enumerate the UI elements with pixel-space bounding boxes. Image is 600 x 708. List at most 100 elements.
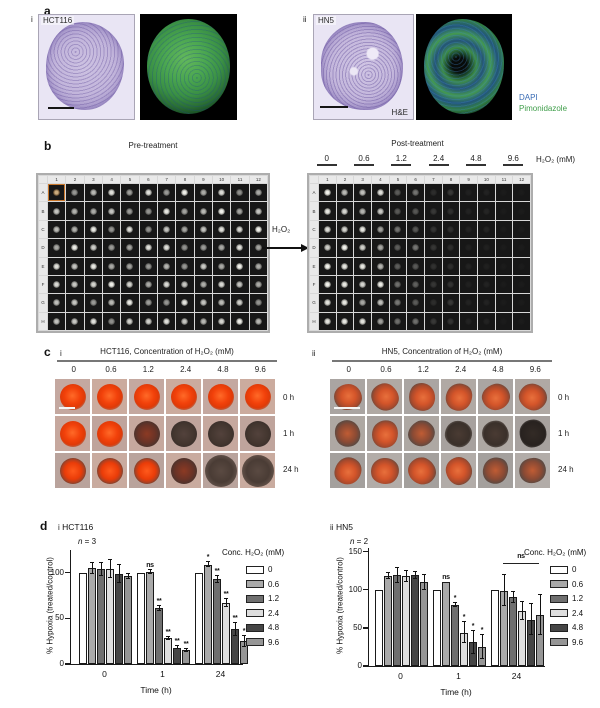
plate-row-label: H bbox=[39, 312, 47, 330]
plate-well bbox=[477, 275, 495, 294]
spheroid-dot bbox=[71, 299, 79, 307]
plate-well bbox=[158, 312, 176, 330]
bar bbox=[411, 575, 419, 666]
spheroid-image bbox=[166, 453, 201, 488]
plate-well bbox=[477, 257, 495, 275]
legend-label: 4.8 bbox=[268, 623, 280, 632]
spheroid-dot bbox=[412, 225, 420, 233]
plate-well bbox=[442, 202, 460, 220]
spheroid bbox=[170, 457, 197, 484]
error-cap bbox=[510, 591, 516, 593]
error-cap bbox=[214, 581, 220, 583]
spheroid-dot bbox=[465, 281, 473, 289]
spheroid-dot bbox=[376, 207, 384, 215]
spheroid-dot bbox=[254, 225, 262, 233]
conc-value: 9.6 bbox=[254, 365, 266, 374]
plate-well bbox=[336, 239, 354, 257]
y-tick bbox=[64, 617, 70, 619]
plate-well bbox=[424, 294, 442, 312]
spheroid-image bbox=[166, 379, 201, 414]
y-tick bbox=[362, 665, 368, 667]
plate-col-label: 6 bbox=[139, 176, 157, 183]
arrow-stem bbox=[262, 246, 301, 250]
legend-swatch bbox=[550, 609, 568, 617]
x-group-label: 0 bbox=[102, 669, 107, 679]
plate-well bbox=[158, 294, 176, 312]
plate-col-label: 8 bbox=[176, 176, 194, 183]
spheroid-dot bbox=[518, 299, 525, 306]
legend-item: 0.6 bbox=[246, 580, 279, 589]
spheroid-dot bbox=[412, 299, 420, 307]
pre-treatment-plate: 1 2 3 4 5 6 7 8 9 10 11 12 A B C D E F G H bbox=[36, 173, 270, 333]
plate-well bbox=[407, 257, 424, 275]
bar bbox=[442, 582, 450, 666]
plate-well bbox=[194, 312, 212, 330]
spheroid-image bbox=[92, 416, 127, 451]
spheroid-dot bbox=[108, 281, 116, 289]
sig-label: * bbox=[462, 613, 466, 621]
spheroid-dot bbox=[394, 189, 402, 197]
scale-bar bbox=[320, 105, 348, 108]
spheroid-dot bbox=[71, 281, 79, 289]
h2o2-unit-label: H₂O₂ (mM) bbox=[536, 155, 576, 164]
spheroid-image bbox=[240, 416, 275, 451]
plate-well bbox=[354, 312, 371, 330]
error-cap bbox=[205, 560, 211, 562]
spheroid-dot bbox=[108, 317, 116, 325]
error-cap bbox=[174, 648, 180, 650]
spheroid-dot bbox=[254, 244, 262, 252]
plate-well bbox=[139, 294, 157, 312]
spheroid-dot bbox=[518, 244, 525, 251]
plate-well bbox=[194, 184, 212, 202]
error-cap bbox=[452, 601, 458, 603]
spheroid-image bbox=[441, 453, 476, 488]
conc-label: 4.8 bbox=[479, 365, 516, 374]
error-cap bbox=[470, 652, 476, 654]
plate-well bbox=[424, 312, 442, 330]
spheroid-dot bbox=[108, 225, 116, 233]
spheroid-dot bbox=[412, 189, 420, 197]
plate-well bbox=[139, 312, 157, 330]
spheroid-image bbox=[441, 416, 476, 451]
plate-well bbox=[407, 312, 424, 330]
post-conc-header: 0 0.6 1.2 2.4 4.8 9.6 bbox=[308, 154, 532, 166]
h2o2-arrow-label: H₂O₂ bbox=[272, 225, 291, 234]
bar bbox=[491, 589, 499, 666]
plate-well bbox=[495, 275, 513, 294]
spheroid-dot bbox=[163, 225, 171, 233]
stain-label: H&E bbox=[391, 108, 408, 117]
spheroid bbox=[96, 457, 123, 484]
spheroid-dot bbox=[108, 244, 116, 252]
plate-well bbox=[460, 202, 477, 220]
plate-well bbox=[213, 312, 231, 330]
conc-label: 9.6 bbox=[495, 154, 532, 166]
sig-label: * bbox=[480, 626, 484, 634]
spheroid-dot bbox=[144, 207, 152, 215]
plate-well bbox=[231, 239, 249, 257]
legend-label: 1.2 bbox=[572, 594, 584, 603]
spheroid-image bbox=[515, 453, 550, 488]
error-bar bbox=[109, 560, 111, 579]
spheroid-dot bbox=[126, 317, 134, 325]
plate-well bbox=[389, 202, 407, 220]
error-cap bbox=[89, 572, 95, 574]
spheroid-dot bbox=[518, 318, 525, 325]
scale-bar bbox=[334, 406, 360, 409]
error-cap bbox=[156, 604, 162, 606]
plate-well bbox=[424, 239, 442, 257]
plate-well bbox=[495, 257, 513, 275]
spheroid-dot bbox=[71, 262, 79, 270]
conc-value: 4.8 bbox=[217, 365, 229, 374]
plate-well bbox=[513, 239, 530, 257]
error-cap bbox=[223, 598, 229, 600]
plate-well bbox=[121, 275, 139, 294]
bar bbox=[173, 647, 181, 664]
plate-well bbox=[48, 184, 66, 202]
plate-row-label: C bbox=[310, 220, 318, 239]
panel-a-i-roman: i bbox=[31, 15, 33, 24]
plate-well bbox=[442, 275, 460, 294]
plate-well bbox=[319, 239, 336, 257]
plate-well bbox=[194, 275, 212, 294]
plate-row-label: B bbox=[310, 202, 318, 220]
error-cap bbox=[537, 633, 543, 635]
